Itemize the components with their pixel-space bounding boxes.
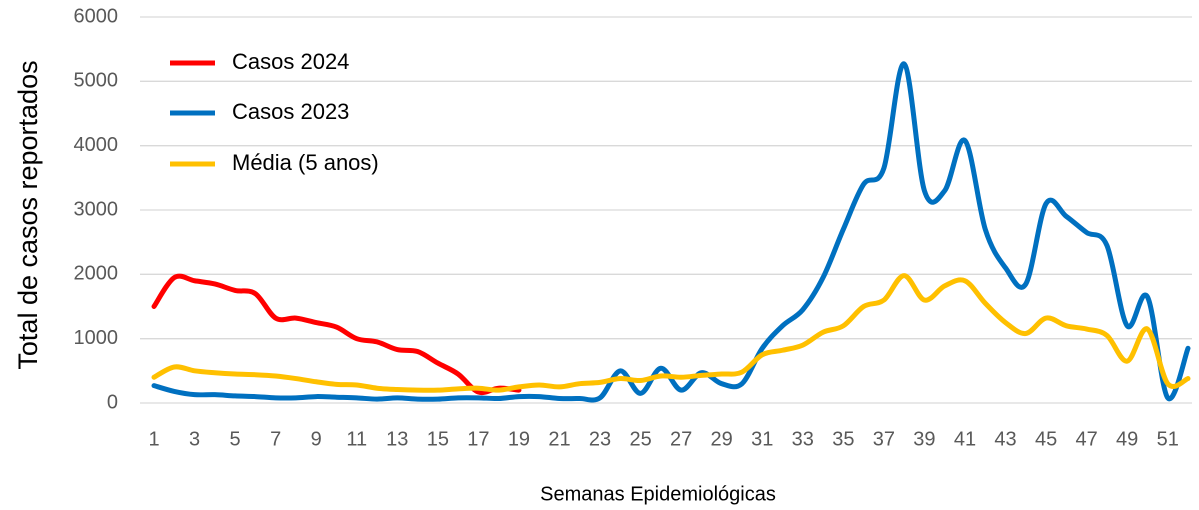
y-tick-label: 3000 [74,198,119,220]
line-series [151,273,522,396]
y-tick-label: 5000 [74,70,119,92]
x-axis-title: Semanas Epidemiológicas [540,483,776,505]
legend-label: Média (5 anos) [232,150,379,175]
x-tick-label: 23 [589,428,611,450]
line-series [151,61,1191,403]
x-tick-label: 37 [873,428,895,450]
x-tick-label: 15 [427,428,449,450]
x-tick-label: 49 [1116,428,1138,450]
x-tick-label: 7 [270,428,281,450]
x-tick-label: 5 [230,428,241,450]
x-tick-label: 3 [189,428,200,450]
x-tick-label: 11 [346,428,367,450]
line-series [151,273,1191,393]
x-tick-label: 9 [311,428,322,450]
x-tick-label: 47 [1076,428,1098,450]
x-tick-label: 33 [792,428,814,450]
x-tick-label: 17 [467,428,489,450]
y-tick-label: 2000 [74,263,119,285]
x-tick-label: 19 [508,428,530,450]
x-tick-label: 21 [548,428,570,450]
y-axis-title: Total de casos reportados [13,60,43,369]
x-tick-label: 29 [711,428,733,450]
legend-label: Casos 2023 [232,99,349,124]
y-tick-label: 4000 [74,134,119,156]
y-tick-label: 0 [107,391,118,413]
x-tick-label: 41 [954,428,976,450]
x-tick-label: 51 [1157,428,1179,450]
x-tick-label: 27 [670,428,692,450]
x-tick-label: 43 [994,428,1016,450]
x-tick-label: 39 [913,428,935,450]
x-tick-label: 25 [629,428,651,450]
x-tick-label: 31 [751,428,773,450]
x-tick-label: 45 [1035,428,1057,450]
x-tick-label: 13 [386,428,408,450]
x-tick-label: 1 [148,428,159,450]
legend-label: Casos 2024 [232,49,349,74]
y-tick-label: 1000 [74,327,119,349]
y-tick-label: 6000 [74,5,119,27]
x-tick-label: 35 [832,428,854,450]
